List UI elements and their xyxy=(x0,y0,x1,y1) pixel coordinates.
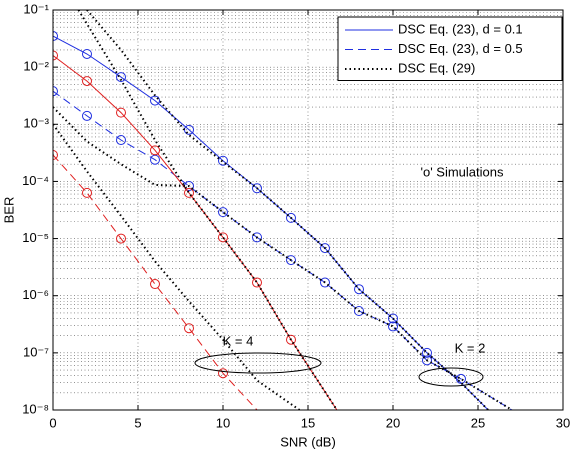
simulation-marker xyxy=(218,207,228,218)
simulation-marker xyxy=(150,279,160,290)
y-tick-label: 10⁻³ xyxy=(23,116,49,131)
simulation-marker xyxy=(116,233,126,244)
y-tick-label: 10⁻⁵ xyxy=(22,230,49,245)
simulation-marker xyxy=(320,243,330,254)
x-tick-label: 0 xyxy=(49,415,56,430)
simulation-marker xyxy=(286,212,296,223)
plot-frame xyxy=(52,9,564,411)
simulation-marker xyxy=(252,277,262,288)
simulation-marker xyxy=(82,187,92,198)
simulation-marker xyxy=(422,355,432,366)
simulation-marker xyxy=(218,368,228,379)
simulation-marker xyxy=(252,183,262,194)
simulation-marker xyxy=(116,72,126,83)
simulation-marker xyxy=(354,284,364,295)
plot-lines xyxy=(53,10,513,410)
simulation-marker xyxy=(320,277,330,288)
x-tick-label: 15 xyxy=(301,415,315,430)
x-tick-label: 20 xyxy=(386,415,400,430)
y-tick-label: 10⁻⁸ xyxy=(22,401,49,416)
simulation-marker xyxy=(422,347,432,358)
simulation-marker xyxy=(116,107,126,118)
legend-label: DSC Eq. (29) xyxy=(398,60,475,75)
simulation-marker xyxy=(53,86,58,97)
simulation-marker xyxy=(116,135,126,146)
simulation-marker xyxy=(184,187,194,198)
x-tick-label: 30 xyxy=(556,415,570,430)
simulation-marker xyxy=(53,150,58,161)
simulation-marker xyxy=(53,50,58,61)
simulation-marker xyxy=(53,31,58,42)
legend-label: DSC Eq. (23), d = 0.1 xyxy=(398,21,523,36)
annotation: 'o' Simulations xyxy=(420,164,504,179)
simulation-marker xyxy=(388,321,398,332)
simulation-marker xyxy=(150,95,160,106)
simulation-marker xyxy=(388,313,398,324)
simulation-marker xyxy=(184,323,194,334)
series-line xyxy=(86,10,489,410)
simulation-marker xyxy=(286,255,296,266)
annotation: K = 4 xyxy=(223,333,254,348)
annotation-ellipse xyxy=(194,352,322,374)
simulation-marker xyxy=(150,145,160,156)
series-line xyxy=(53,106,513,410)
annotation: K = 2 xyxy=(455,340,486,355)
simulation-marker xyxy=(456,373,466,384)
y-tick-label: 10⁻⁷ xyxy=(23,344,49,359)
x-tick-label: 25 xyxy=(471,415,485,430)
x-axis-label: SNR (dB) xyxy=(280,434,336,449)
y-tick-label: 10⁻⁶ xyxy=(22,287,49,302)
simulation-marker xyxy=(218,232,228,243)
annotation-ellipse xyxy=(418,367,484,387)
simulation-marker xyxy=(354,306,364,317)
simulation-marker xyxy=(82,48,92,59)
simulation-marker xyxy=(184,124,194,135)
simulation-marker xyxy=(82,110,92,121)
x-tick-label: 5 xyxy=(134,415,141,430)
simulation-marker xyxy=(218,155,228,166)
legend-box xyxy=(337,16,563,81)
series-line xyxy=(53,154,258,410)
series-line xyxy=(53,55,338,410)
simulation-marker xyxy=(252,232,262,243)
legend-label: DSC Eq. (23), d = 0.5 xyxy=(398,41,523,56)
y-tick-label: 10⁻⁴ xyxy=(22,173,49,188)
simulation-marker xyxy=(286,334,296,345)
y-axis-label: BER xyxy=(1,197,16,224)
simulation-marker xyxy=(82,76,92,87)
y-tick-label: 10⁻² xyxy=(23,59,49,74)
y-tick-label: 10⁻¹ xyxy=(23,1,49,16)
x-tick-label: 10 xyxy=(216,415,230,430)
